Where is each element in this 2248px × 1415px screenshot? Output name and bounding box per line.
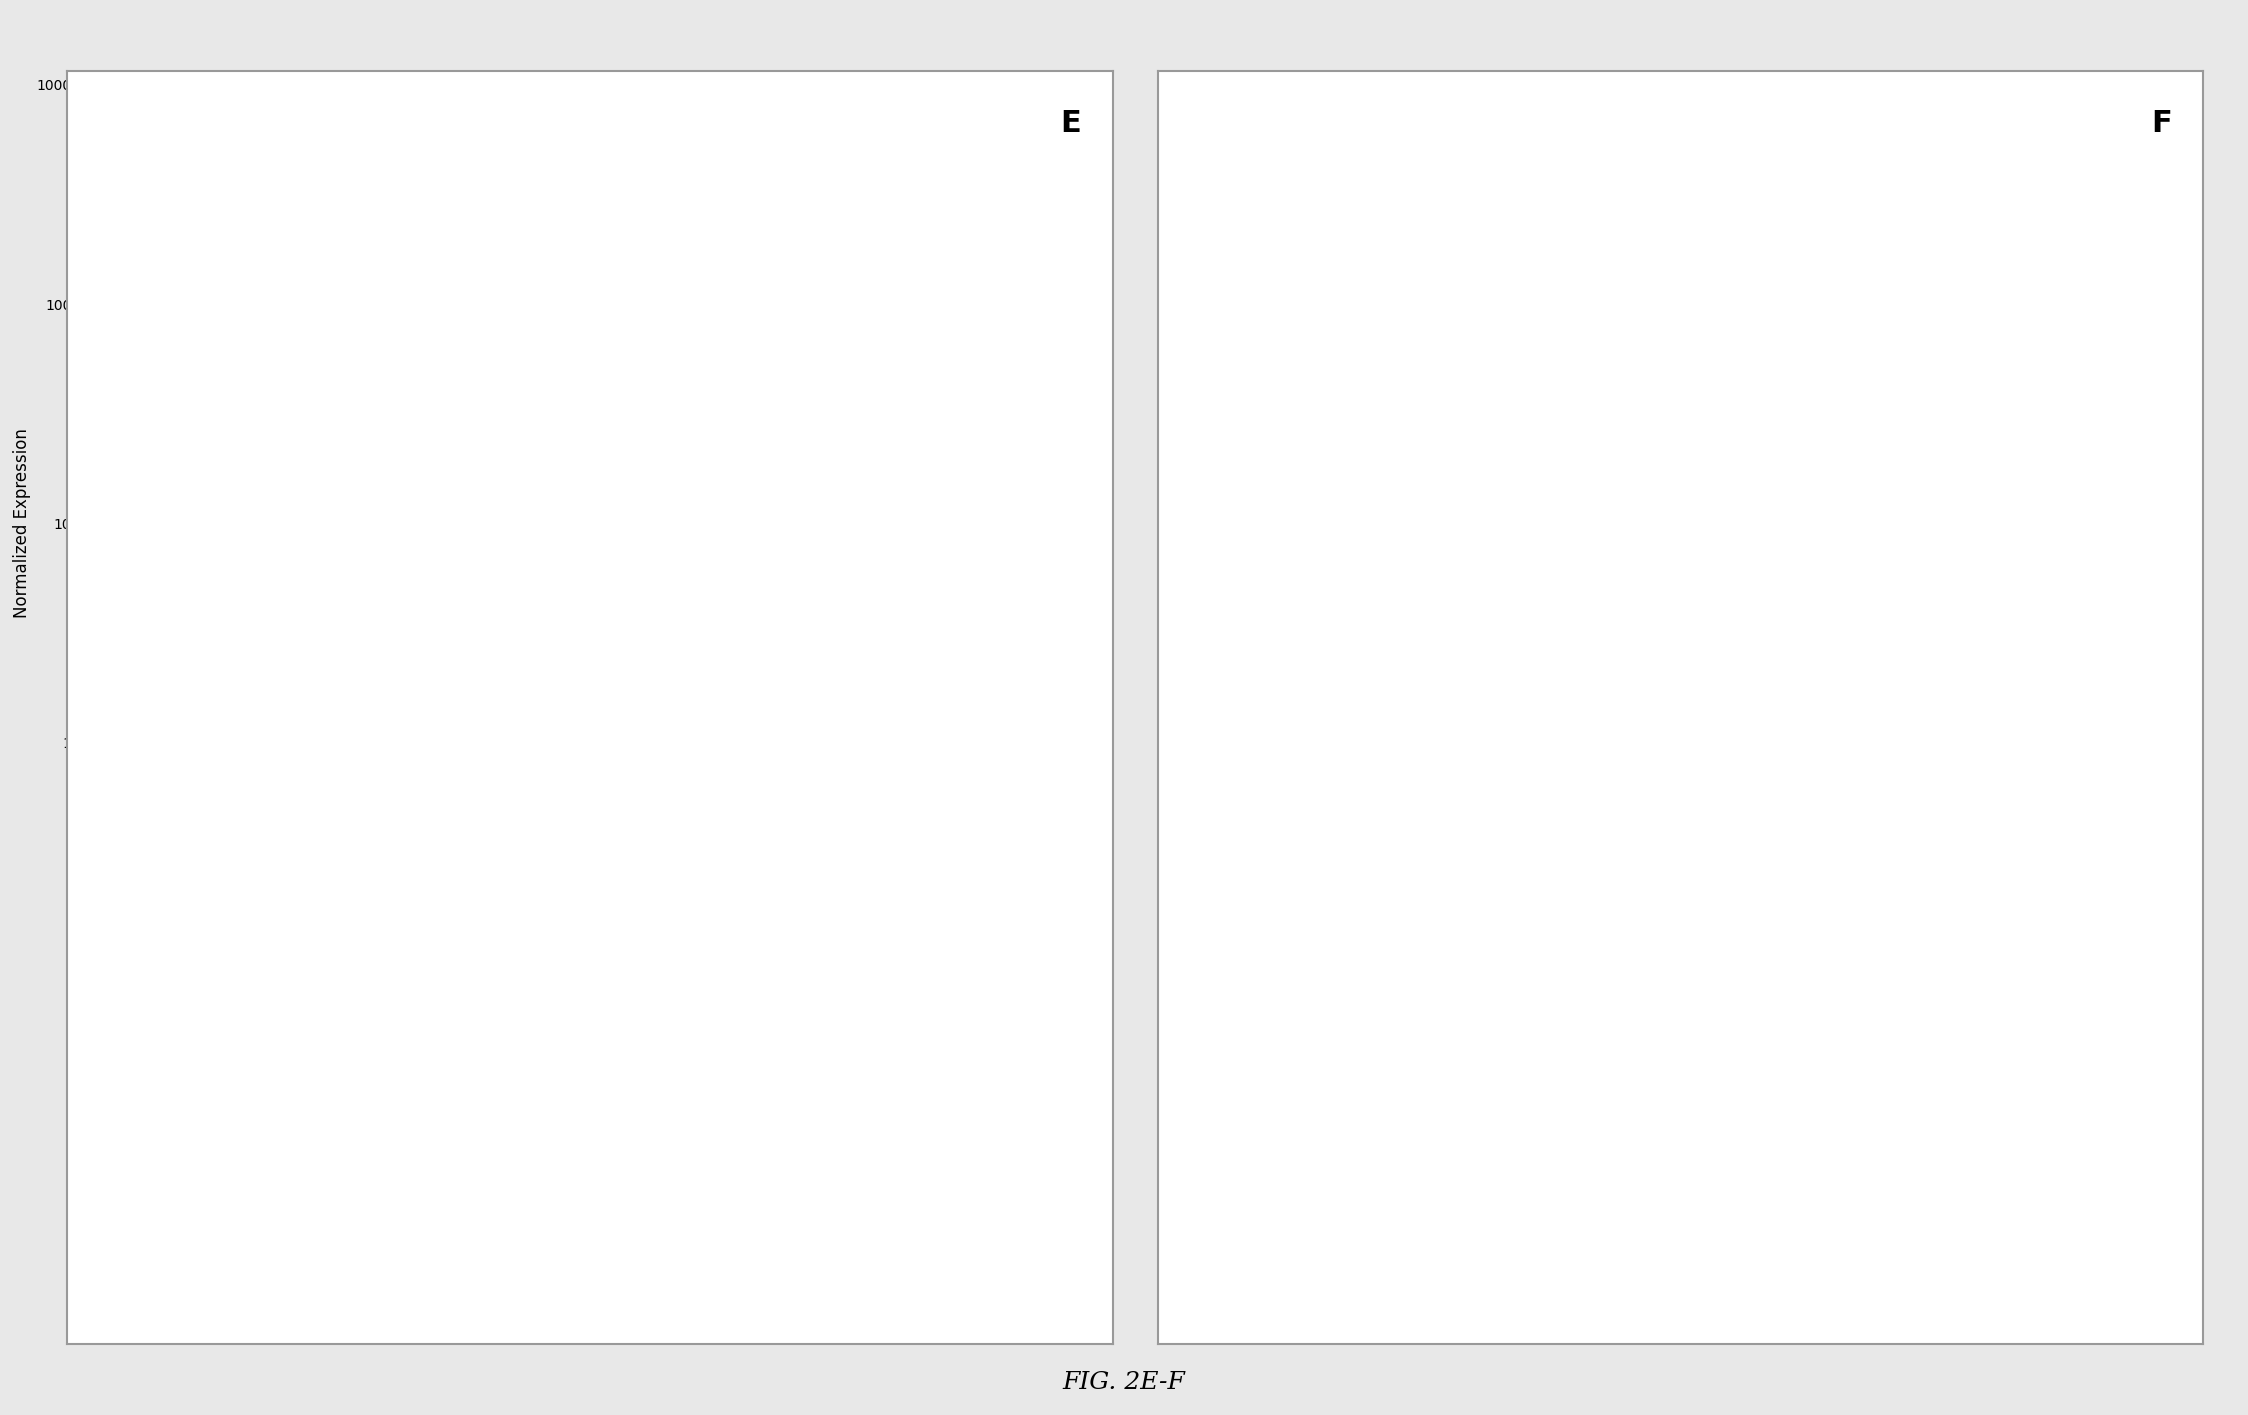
PathPatch shape [1610, 498, 1650, 600]
Text: E: E [1061, 109, 1081, 137]
Text: SLCO1B3: SLCO1B3 [1576, 180, 1682, 200]
PathPatch shape [277, 515, 317, 572]
PathPatch shape [1315, 381, 1356, 550]
PathPatch shape [863, 572, 904, 655]
PathPatch shape [1389, 323, 1430, 422]
PathPatch shape [497, 512, 537, 555]
PathPatch shape [202, 393, 243, 470]
PathPatch shape [1461, 393, 1502, 515]
Text: GRM8: GRM8 [407, 180, 477, 200]
PathPatch shape [1830, 539, 1870, 611]
PathPatch shape [2124, 572, 2165, 652]
PathPatch shape [1535, 572, 1576, 668]
Text: F: F [2151, 109, 2172, 137]
Y-axis label: Normalized Expression: Normalized Expression [13, 429, 31, 618]
PathPatch shape [1976, 682, 2016, 743]
PathPatch shape [1756, 550, 1796, 624]
PathPatch shape [2050, 569, 2091, 645]
PathPatch shape [717, 512, 758, 555]
PathPatch shape [1684, 539, 1722, 600]
PathPatch shape [791, 525, 832, 569]
PathPatch shape [423, 491, 463, 536]
PathPatch shape [571, 532, 609, 576]
PathPatch shape [1904, 550, 1945, 638]
PathPatch shape [937, 560, 978, 645]
Text: FIG. 2E-F: FIG. 2E-F [1063, 1371, 1185, 1394]
PathPatch shape [128, 466, 169, 533]
PathPatch shape [643, 508, 683, 560]
Y-axis label: Normalized Expression: Normalized Expression [1198, 429, 1216, 618]
PathPatch shape [348, 478, 389, 528]
